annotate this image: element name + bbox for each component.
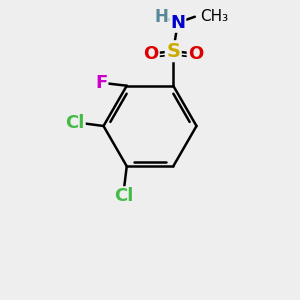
Text: Cl: Cl [65, 114, 85, 132]
Text: Cl: Cl [114, 187, 134, 205]
Text: N: N [170, 14, 185, 32]
Text: H: H [154, 8, 168, 26]
Text: O: O [188, 45, 203, 63]
Text: F: F [95, 74, 107, 92]
Text: CH₃: CH₃ [200, 9, 228, 24]
Text: S: S [166, 42, 180, 61]
Text: O: O [143, 45, 158, 63]
